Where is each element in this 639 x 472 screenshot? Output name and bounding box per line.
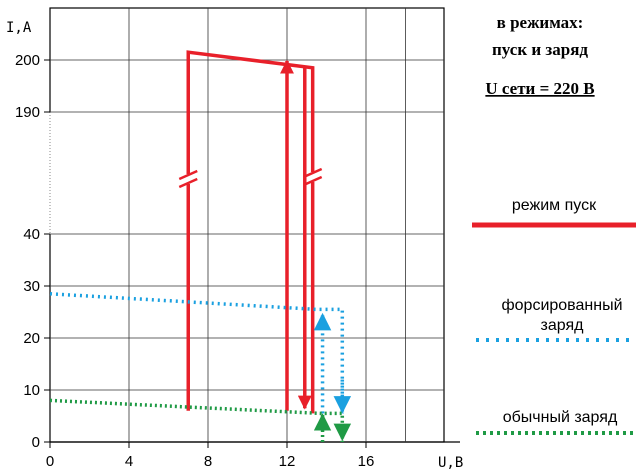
grid <box>44 8 444 448</box>
series-line-forced <box>49 292 345 414</box>
plot-frame <box>49 7 445 443</box>
y-tick-label: 200 <box>15 52 40 69</box>
series-layer <box>49 50 352 442</box>
legend-label-normal: обычный заряд <box>503 409 618 426</box>
series-line-normal <box>49 398 345 442</box>
chart-title-line-2: пуск и заряд <box>492 40 588 59</box>
break-gap <box>306 172 319 182</box>
break-gap <box>182 174 195 184</box>
chart-subtitle: U сети = 220 В <box>485 79 594 98</box>
x-tick-label: 8 <box>204 453 212 470</box>
break-mark <box>303 175 323 187</box>
y-tick-label: 190 <box>15 104 40 121</box>
x-tick-label: 16 <box>358 453 375 470</box>
x-tick-label: 12 <box>279 453 296 470</box>
y-tick-label: 30 <box>23 278 40 295</box>
tick-labels: 0 4 8 12 16 0 10 20 30 40 190 200 <box>15 52 374 470</box>
x-axis-label: U,В <box>438 455 463 471</box>
break-mark <box>303 167 323 179</box>
break-mark <box>178 177 198 189</box>
break-mark <box>178 169 198 181</box>
legend-label-forced-line-1: форсированный <box>501 297 622 314</box>
y-axis-label: I,А <box>6 20 32 36</box>
legend-label-forced-line-2: заряд <box>541 317 585 334</box>
series-line-start <box>186 50 315 414</box>
legend: режим пуск форсированный заряд обычный з… <box>472 197 636 435</box>
y-tick-label: 10 <box>23 382 40 399</box>
legend-label-start: режим пуск <box>512 197 597 214</box>
x-tick-label: 0 <box>46 453 54 470</box>
chart-title-line-1: в режимах: <box>497 13 584 32</box>
y-tick-label: 20 <box>23 330 40 347</box>
y-tick-label: 0 <box>32 434 40 451</box>
y-tick-label: 40 <box>23 226 40 243</box>
x-tick-label: 4 <box>125 453 133 470</box>
